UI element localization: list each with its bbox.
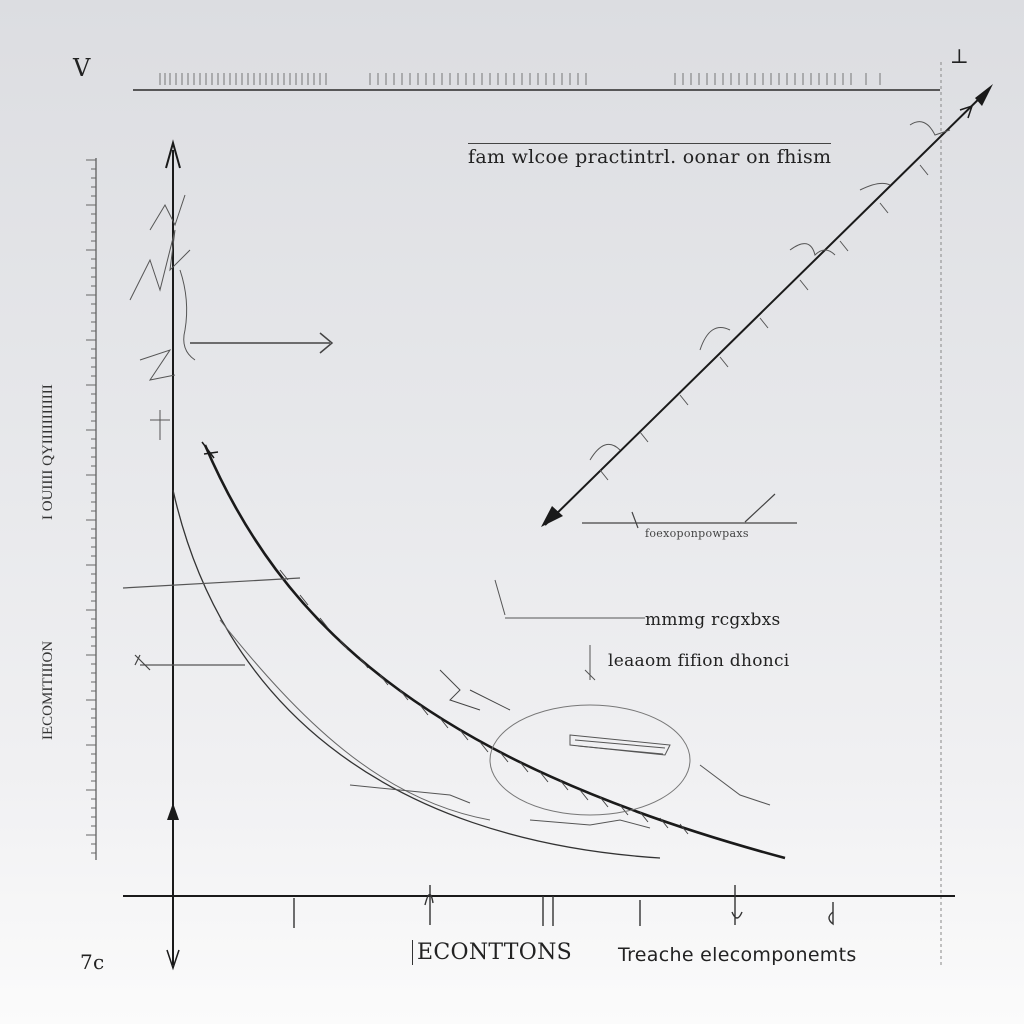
diagonal-hatching [589, 121, 951, 481]
x-axis-ticks [293, 885, 834, 928]
top-rule-hatches [159, 73, 881, 85]
right-label-rule-ticks [631, 493, 776, 529]
leader-line-lower-mark [134, 654, 151, 671]
tertiary-curve [219, 619, 491, 821]
top-annotation: fam wlcoe practintrl. oonar on fhism [468, 143, 832, 168]
y-axis-bottom-arrow [166, 949, 180, 971]
corner-label-bottom-left: 7c [80, 950, 105, 974]
indicator-arrowhead [319, 332, 334, 354]
left-ruler-ticks [86, 159, 96, 854]
callout-leaders [494, 579, 771, 806]
diagonal-arrowhead-low [541, 506, 563, 527]
y-axis-vertical-label-upper: I OUIIII QYIIIIIIIIIIII [40, 384, 56, 520]
callout-lower-label: leaaom fifion dhonci [608, 651, 790, 671]
main-curve-start-mark [201, 441, 219, 459]
leader-line-upper [122, 577, 301, 589]
main-decreasing-curve [203, 444, 786, 860]
diagonal-arrow-line [544, 87, 991, 526]
highlight-ellipse [489, 704, 691, 816]
y-axis-vertical-label-lower: IECOMITIIION [40, 640, 56, 740]
corner-label-top-left: V [73, 54, 91, 82]
secondary-curve [172, 489, 661, 859]
callout-upper-label: mmmg rcgxbxs [645, 610, 781, 630]
ellipse-scribbles [349, 734, 671, 829]
diagonal-arrowhead-mid [959, 104, 974, 119]
x-axis-label-right: Treache elecomponemts [618, 944, 857, 966]
axis-scribbles [129, 194, 196, 440]
corner-label-top-right: ⊥ [950, 44, 970, 68]
y-axis-arrowhead [165, 139, 181, 169]
diagonal-arrowhead-high [975, 84, 993, 106]
y-axis-mid-arrow [167, 803, 179, 820]
right-small-label: foexoponpowpaxs [645, 527, 749, 540]
x-axis-label-left: ECONTTONS [412, 940, 572, 965]
curve-hatching [279, 569, 689, 835]
